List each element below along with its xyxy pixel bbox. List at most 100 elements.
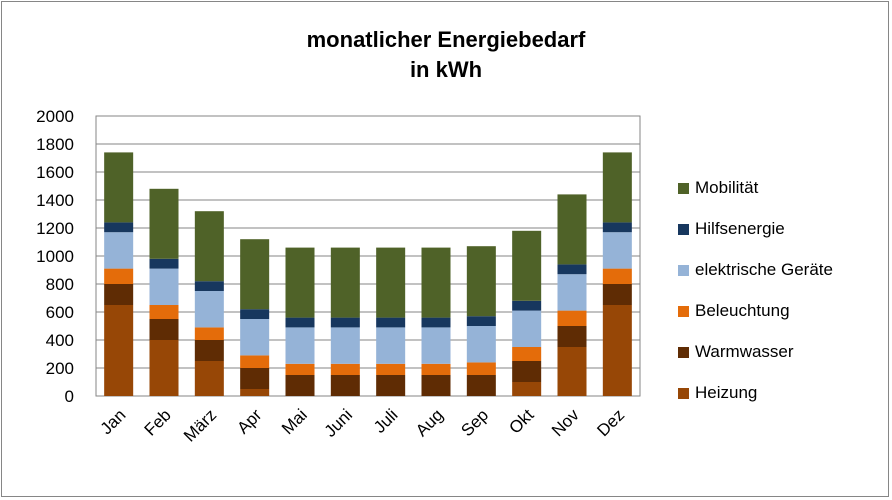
- y-tick-label: 2000: [36, 107, 74, 126]
- bar-segment-beleuchtung: [285, 363, 315, 375]
- bar-segment-elektrische-geräte: [376, 327, 406, 364]
- legend-swatch: [678, 264, 689, 276]
- bar-segment-warmwasser: [240, 368, 270, 389]
- chart-title: monatlicher Energiebedarf: [306, 27, 586, 52]
- y-tick-label: 200: [46, 359, 74, 378]
- bar-segment-beleuchtung: [376, 363, 406, 375]
- bar-segment-beleuchtung: [194, 327, 224, 340]
- bar-segment-warmwasser: [285, 375, 315, 396]
- bar-segment-heizung: [104, 305, 134, 396]
- bar-segment-mobilität: [466, 246, 496, 317]
- legend-label: Beleuchtung: [695, 301, 790, 320]
- y-tick-label: 1200: [36, 219, 74, 238]
- x-tick-label: Mai: [278, 405, 311, 438]
- bar-segment-warmwasser: [466, 375, 496, 396]
- bar-segment-beleuchtung: [557, 310, 587, 326]
- legend-swatch: [678, 305, 689, 317]
- bar-segment-heizung: [149, 340, 179, 396]
- y-tick-label: 1800: [36, 135, 74, 154]
- bar-segment-elektrische-geräte: [285, 327, 315, 364]
- bar-segment-warmwasser: [376, 375, 406, 396]
- chart-subtitle: in kWh: [409, 57, 483, 82]
- bar-segment-hilfsenergie: [557, 264, 587, 275]
- bar-segment-elektrische-geräte: [194, 291, 224, 328]
- bar-segment-beleuchtung: [104, 268, 134, 284]
- bar-segment-elektrische-geräte: [330, 327, 360, 364]
- bar-segment-warmwasser: [512, 361, 542, 382]
- legend-item: elektrische Geräte: [678, 260, 833, 280]
- x-tick-label: Dez: [593, 405, 628, 440]
- bar-segment-mobilität: [557, 194, 587, 265]
- legend-label: Warmwasser: [695, 342, 794, 361]
- y-tick-label: 400: [46, 331, 74, 350]
- legend-swatch: [678, 346, 689, 358]
- bar-segment-warmwasser: [194, 340, 224, 361]
- bar-segment-heizung: [240, 389, 270, 396]
- x-tick-label: Feb: [141, 405, 175, 439]
- legend-item: Hilfsenergie: [678, 219, 785, 239]
- bar-segment-hilfsenergie: [602, 222, 632, 233]
- bar-segment-elektrische-geräte: [602, 232, 632, 269]
- x-tick-label: Sep: [457, 405, 492, 440]
- legend-swatch: [678, 387, 689, 399]
- bar-segment-elektrische-geräte: [149, 268, 179, 305]
- bar-segment-warmwasser: [421, 375, 451, 396]
- bar-segment-elektrische-geräte: [104, 232, 134, 269]
- bar-segment-hilfsenergie: [466, 316, 496, 326]
- bar-segment-warmwasser: [557, 326, 587, 347]
- bar-segment-mobilität: [240, 239, 270, 310]
- x-tick-label: Apr: [233, 405, 265, 437]
- bar-segment-heizung: [557, 347, 587, 396]
- bar-segment-mobilität: [512, 230, 542, 301]
- x-tick-label: Okt: [505, 405, 537, 437]
- bar-segment-warmwasser: [104, 284, 134, 305]
- legend-item: Beleuchtung: [678, 301, 790, 321]
- bar-segment-elektrische-geräte: [240, 319, 270, 356]
- x-tick-label: Juni: [321, 405, 356, 440]
- bar-segment-beleuchtung: [240, 355, 270, 368]
- bar-segment-hilfsenergie: [240, 309, 270, 319]
- y-tick-label: 1600: [36, 163, 74, 182]
- bar-segment-elektrische-geräte: [512, 310, 542, 347]
- bar-segment-mobilität: [104, 152, 134, 223]
- bar-segment-hilfsenergie: [421, 317, 451, 328]
- bar-segment-warmwasser: [149, 319, 179, 340]
- bar-segment-elektrische-geräte: [421, 327, 451, 364]
- legend-item: Heizung: [678, 383, 757, 403]
- bar-segment-beleuchtung: [602, 268, 632, 284]
- bar-segment-hilfsenergie: [330, 317, 360, 328]
- bar-segment-mobilität: [421, 247, 451, 318]
- legend-swatch: [678, 182, 689, 194]
- bar-segment-mobilität: [285, 247, 315, 318]
- bar-segment-hilfsenergie: [376, 317, 406, 328]
- bar-segment-mobilität: [330, 247, 360, 318]
- bar-segment-heizung: [602, 305, 632, 396]
- x-tick-label: Aug: [412, 405, 447, 440]
- legend-label: Heizung: [695, 383, 758, 402]
- bar-segment-mobilität: [149, 188, 179, 259]
- y-tick-label: 0: [65, 387, 74, 406]
- legend-item: Mobilität: [678, 178, 758, 198]
- x-tick-label: Nov: [548, 405, 583, 440]
- y-tick-label: 1400: [36, 191, 74, 210]
- bar-segment-hilfsenergie: [104, 222, 134, 233]
- bar-segment-warmwasser: [330, 375, 360, 396]
- bar-segment-hilfsenergie: [285, 317, 315, 328]
- legend-item: Warmwasser: [678, 342, 794, 362]
- bar-segment-elektrische-geräte: [557, 274, 587, 311]
- bar-segment-elektrische-geräte: [466, 326, 496, 363]
- bar-segment-hilfsenergie: [149, 258, 179, 269]
- bar-segment-mobilität: [376, 247, 406, 318]
- legend-swatch: [678, 223, 689, 235]
- x-tick-label: Juli: [370, 405, 401, 436]
- bar-segment-heizung: [512, 382, 542, 396]
- bar-segment-beleuchtung: [421, 363, 451, 375]
- x-tick-label: März: [180, 405, 220, 445]
- legend-label: Mobilität: [695, 178, 759, 197]
- y-tick-label: 1000: [36, 247, 74, 266]
- bar-segment-hilfsenergie: [512, 300, 542, 311]
- legend-label: elektrische Geräte: [695, 260, 833, 279]
- legend-label: Hilfsenergie: [695, 219, 785, 238]
- bar-segment-mobilität: [194, 211, 224, 282]
